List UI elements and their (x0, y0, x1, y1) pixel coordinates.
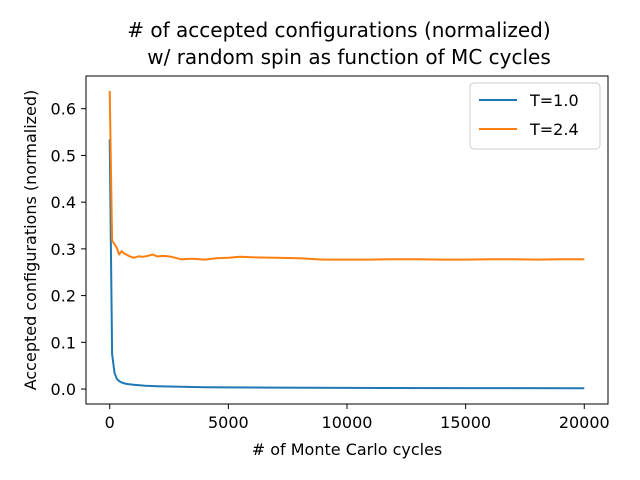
y-axis-ticks: 0.0 0.1 0.2 0.3 0.4 0.5 0.6 (51, 100, 86, 399)
legend: T=1.0 T=2.4 (469, 82, 601, 150)
y-tick-label: 0.1 (51, 333, 76, 352)
y-tick-label: 0.4 (51, 193, 76, 212)
y-tick-label: 0.6 (51, 100, 76, 119)
x-tick-label: 5000 (208, 413, 249, 432)
x-tick-label: 15000 (440, 413, 491, 432)
y-tick-label: 0.5 (51, 146, 76, 165)
legend-label-t1: T=1.0 (529, 91, 579, 110)
x-axis-label: # of Monte Carlo cycles (252, 440, 443, 459)
y-tick-label: 0.0 (51, 380, 76, 399)
chart-title-line-1: # of accepted configurations (normalized… (127, 18, 550, 42)
x-axis-ticks: 0 5000 10000 15000 20000 (105, 404, 610, 432)
series-line-2 (108, 90, 585, 261)
y-tick-label: 0.3 (51, 240, 76, 259)
legend-label-t2: T=2.4 (529, 120, 579, 139)
y-axis-label: Accepted configurations (normalized) (21, 90, 40, 391)
x-tick-label: 20000 (559, 413, 610, 432)
series-layer (108, 90, 585, 390)
y-tick-label: 0.2 (51, 287, 76, 306)
chart-title-line-2: w/ random spin as function of MC cycles (147, 45, 551, 69)
x-tick-label: 0 (105, 413, 115, 432)
series-line-1 (108, 139, 585, 390)
x-tick-label: 10000 (322, 413, 373, 432)
